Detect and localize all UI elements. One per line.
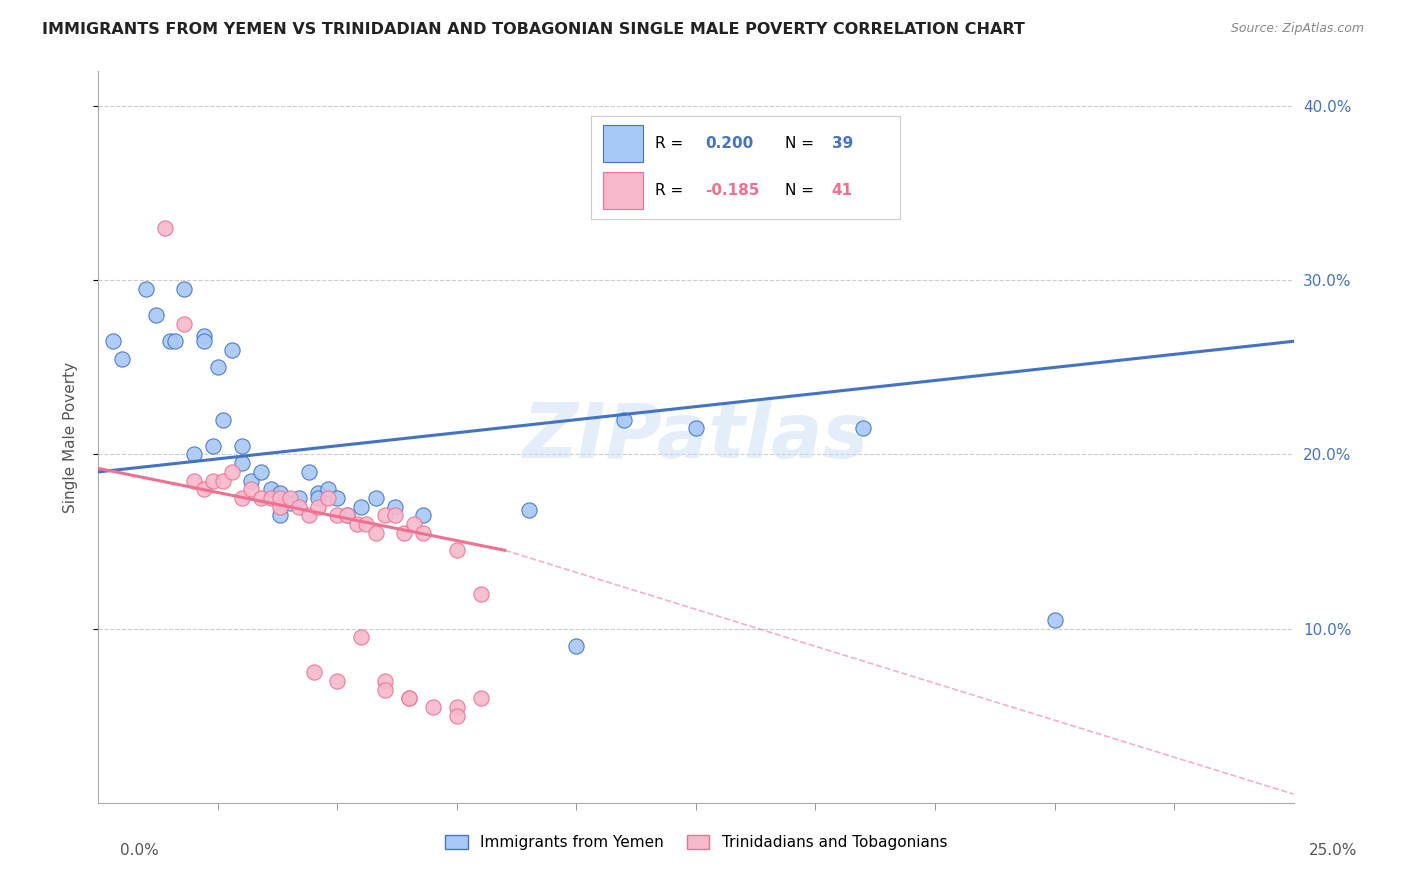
Point <box>350 500 373 514</box>
Point <box>398 691 420 706</box>
Point <box>288 491 311 505</box>
Point <box>155 221 177 235</box>
Point <box>326 491 349 505</box>
Point <box>470 587 492 601</box>
Text: 25.0%: 25.0% <box>1309 843 1357 858</box>
Point <box>250 491 273 505</box>
Text: R =: R = <box>655 184 689 198</box>
Point <box>565 639 588 653</box>
Point <box>193 334 215 349</box>
Point <box>394 525 416 540</box>
Point <box>402 517 425 532</box>
Point <box>231 439 253 453</box>
Text: 0.0%: 0.0% <box>120 843 159 858</box>
Text: 0.200: 0.200 <box>704 136 754 151</box>
Point <box>336 508 359 523</box>
Point <box>240 474 263 488</box>
Point <box>307 500 329 514</box>
Point <box>278 496 301 510</box>
Point <box>269 491 291 505</box>
Point <box>613 412 636 426</box>
Text: 41: 41 <box>832 184 853 198</box>
Point <box>307 491 329 505</box>
Point <box>354 517 377 532</box>
Point <box>346 517 368 532</box>
Point <box>412 525 434 540</box>
Point <box>173 317 195 331</box>
Text: ZIPatlas: ZIPatlas <box>523 401 869 474</box>
Point <box>269 500 291 514</box>
Text: -0.185: -0.185 <box>704 184 759 198</box>
Point <box>374 508 396 523</box>
Bar <box>603 172 643 210</box>
Point <box>221 465 243 479</box>
Text: R =: R = <box>655 136 689 151</box>
Text: N =: N = <box>786 184 820 198</box>
Point <box>374 682 396 697</box>
Point <box>302 665 325 680</box>
Point <box>221 343 243 357</box>
Point <box>316 483 339 497</box>
Y-axis label: Single Male Poverty: Single Male Poverty <box>63 361 77 513</box>
Point <box>231 456 253 470</box>
Point <box>298 508 321 523</box>
Point <box>211 412 233 426</box>
Point <box>384 500 406 514</box>
Point <box>269 508 291 523</box>
Point <box>163 334 186 349</box>
Point <box>364 525 387 540</box>
Point <box>446 543 468 558</box>
Text: N =: N = <box>786 136 820 151</box>
Point <box>307 485 329 500</box>
Bar <box>603 125 643 162</box>
Point <box>193 329 215 343</box>
Point <box>159 334 181 349</box>
Point <box>202 439 225 453</box>
Legend: Immigrants from Yemen, Trinidadians and Tobagonians: Immigrants from Yemen, Trinidadians and … <box>444 835 948 850</box>
Point <box>298 465 321 479</box>
Point <box>101 334 124 349</box>
Point <box>231 491 253 505</box>
Point <box>685 421 707 435</box>
Point <box>412 508 434 523</box>
Point <box>173 282 195 296</box>
Point <box>326 673 349 688</box>
Point <box>145 308 167 322</box>
Point <box>1043 613 1066 627</box>
Point <box>135 282 157 296</box>
Point <box>250 465 273 479</box>
Point <box>240 483 263 497</box>
Point <box>398 691 420 706</box>
Point <box>259 483 281 497</box>
Point <box>384 508 406 523</box>
Point <box>336 508 359 523</box>
Point <box>326 508 349 523</box>
Point <box>852 421 875 435</box>
Point <box>517 503 540 517</box>
Point <box>278 491 301 505</box>
Point <box>259 491 281 505</box>
Point <box>193 483 215 497</box>
Point <box>183 474 205 488</box>
Point <box>288 500 311 514</box>
Point <box>111 351 134 366</box>
Text: Source: ZipAtlas.com: Source: ZipAtlas.com <box>1230 22 1364 36</box>
Point <box>374 673 396 688</box>
Point <box>364 491 387 505</box>
Point <box>211 474 233 488</box>
Point <box>183 448 205 462</box>
Text: IMMIGRANTS FROM YEMEN VS TRINIDADIAN AND TOBAGONIAN SINGLE MALE POVERTY CORRELAT: IMMIGRANTS FROM YEMEN VS TRINIDADIAN AND… <box>42 22 1025 37</box>
Point <box>202 474 225 488</box>
Point <box>269 485 291 500</box>
Point <box>446 708 468 723</box>
Text: 39: 39 <box>832 136 853 151</box>
Point <box>316 491 339 505</box>
Point <box>470 691 492 706</box>
Point <box>446 700 468 714</box>
Point <box>350 631 373 645</box>
Point <box>422 700 444 714</box>
Point <box>207 360 229 375</box>
